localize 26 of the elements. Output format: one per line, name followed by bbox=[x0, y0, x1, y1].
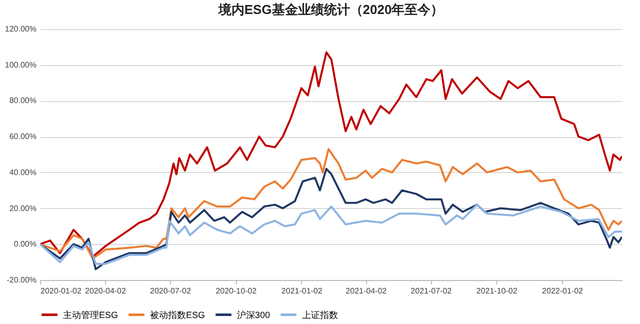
legend-label: 沪深300 bbox=[237, 310, 270, 320]
x-tick-label: 2020-10-02 bbox=[216, 286, 258, 296]
legend-label: 主动管理ESG bbox=[63, 310, 118, 320]
x-tick-label: 2021-01-02 bbox=[281, 286, 323, 296]
line-series bbox=[40, 168, 622, 270]
line-series bbox=[40, 204, 622, 265]
y-tick-label: 80.00% bbox=[9, 96, 36, 106]
y-tick-label: 20.00% bbox=[9, 204, 36, 213]
x-tick-label: 2021-10-02 bbox=[476, 286, 518, 296]
y-tick-label: 0.00% bbox=[14, 240, 36, 249]
line-series bbox=[40, 148, 622, 260]
y-tick-label: 120.00% bbox=[4, 24, 36, 34]
x-tick-label: 2021-04-02 bbox=[346, 286, 388, 296]
x-tick-label: 2022-01-02 bbox=[542, 286, 584, 296]
line-series bbox=[40, 51, 622, 258]
x-tick-label: 2021-07-02 bbox=[410, 286, 452, 296]
chart-title: 境内ESG基金业绩统计（2020年至今） bbox=[217, 2, 444, 17]
legend-label: 被动指数ESG bbox=[150, 310, 206, 320]
y-tick-label: 40.00% bbox=[9, 168, 36, 177]
y-tick-label: 60.00% bbox=[9, 132, 36, 142]
y-tick-label: -20.00% bbox=[6, 276, 36, 284]
x-tick-label: 2020-07-02 bbox=[150, 286, 192, 296]
x-tick-label: 2020-04-02 bbox=[85, 286, 126, 296]
legend-label: 上证指数 bbox=[302, 310, 338, 320]
x-tick-label: 2020-01-02 bbox=[40, 286, 82, 296]
y-tick-label: 100.00% bbox=[4, 60, 36, 70]
